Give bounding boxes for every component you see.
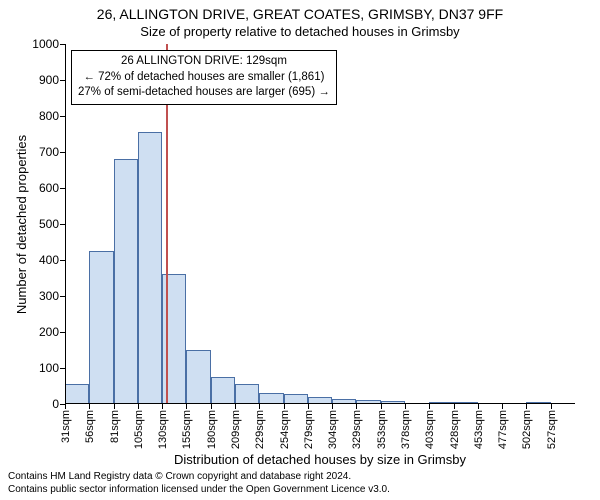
info-line-2: ← 72% of detached houses are smaller (1,… <box>78 70 330 86</box>
y-tick-label: 1000 <box>32 37 59 51</box>
plot-area: 0100200300400500600700800900100031sqm56s… <box>65 44 575 404</box>
x-tick-mark <box>405 404 406 409</box>
y-axis-title-text: Number of detached properties <box>15 134 30 313</box>
x-tick-label: 105sqm <box>133 410 145 449</box>
info-box: 26 ALLINGTON DRIVE: 129sqm ← 72% of deta… <box>71 50 337 105</box>
y-axis-line <box>65 44 66 404</box>
x-tick-mark <box>114 404 115 409</box>
x-tick-mark <box>89 404 90 409</box>
y-tick-label: 400 <box>39 253 59 267</box>
x-tick-mark <box>186 404 187 409</box>
x-tick-label: 56sqm <box>84 410 96 443</box>
x-tick-label: 378sqm <box>400 410 412 449</box>
x-tick-mark <box>478 404 479 409</box>
x-tick-mark <box>162 404 163 409</box>
x-tick-label: 304sqm <box>327 410 339 449</box>
x-tick-label: 279sqm <box>303 410 315 449</box>
x-tick-mark <box>308 404 309 409</box>
y-tick-label: 900 <box>39 73 59 87</box>
x-tick-mark <box>381 404 382 409</box>
x-tick-label: 180sqm <box>206 410 218 449</box>
x-tick-mark <box>65 404 66 409</box>
info-line-1: 26 ALLINGTON DRIVE: 129sqm <box>78 54 330 70</box>
footer-line-1: Contains HM Land Registry data © Crown c… <box>8 471 390 484</box>
x-tick-label: 477sqm <box>497 410 509 449</box>
x-tick-label: 502sqm <box>521 410 533 449</box>
x-tick-label: 155sqm <box>181 410 193 449</box>
chart-title-sub: Size of property relative to detached ho… <box>0 24 600 39</box>
histogram-bar <box>186 350 210 404</box>
histogram-bar <box>211 377 235 404</box>
x-tick-mark <box>235 404 236 409</box>
info-line-3: 27% of semi-detached houses are larger (… <box>78 85 330 101</box>
x-tick-label: 209sqm <box>230 410 242 449</box>
y-tick-label: 300 <box>39 289 59 303</box>
x-tick-mark <box>502 404 503 409</box>
x-tick-label: 453sqm <box>473 410 485 449</box>
x-tick-mark <box>259 404 260 409</box>
histogram-bar <box>235 384 259 404</box>
x-tick-mark <box>454 404 455 409</box>
x-tick-label: 229sqm <box>254 410 266 449</box>
x-tick-label: 527sqm <box>546 410 558 449</box>
x-tick-label: 31sqm <box>60 410 72 443</box>
x-tick-label: 254sqm <box>279 410 291 449</box>
x-tick-mark <box>551 404 552 409</box>
x-tick-mark <box>211 404 212 409</box>
footer-line-2: Contains public sector information licen… <box>8 484 390 497</box>
x-tick-label: 353sqm <box>376 410 388 449</box>
y-tick-label: 0 <box>52 397 59 411</box>
x-tick-mark <box>332 404 333 409</box>
y-tick-label: 800 <box>39 109 59 123</box>
x-axis-line <box>65 403 575 404</box>
footer: Contains HM Land Registry data © Crown c… <box>8 471 390 496</box>
x-tick-label: 403sqm <box>424 410 436 449</box>
x-tick-label: 329sqm <box>351 410 363 449</box>
x-tick-mark <box>429 404 430 409</box>
x-tick-mark <box>138 404 139 409</box>
x-axis-title: Distribution of detached houses by size … <box>65 452 575 467</box>
chart-title-main: 26, ALLINGTON DRIVE, GREAT COATES, GRIMS… <box>0 6 600 22</box>
x-tick-label: 81sqm <box>109 410 121 443</box>
y-tick-label: 200 <box>39 325 59 339</box>
histogram-bar <box>114 159 138 404</box>
y-axis-title: Number of detached properties <box>14 44 30 404</box>
x-tick-mark <box>356 404 357 409</box>
y-tick-label: 500 <box>39 217 59 231</box>
histogram-bar <box>65 384 89 404</box>
x-tick-label: 130sqm <box>157 410 169 449</box>
chart-container: 26, ALLINGTON DRIVE, GREAT COATES, GRIMS… <box>0 0 600 500</box>
y-tick-label: 100 <box>39 361 59 375</box>
y-tick-label: 700 <box>39 145 59 159</box>
histogram-bar <box>138 132 162 404</box>
x-tick-mark <box>526 404 527 409</box>
histogram-bar <box>89 251 113 404</box>
x-tick-label: 428sqm <box>449 410 461 449</box>
y-tick-label: 600 <box>39 181 59 195</box>
x-tick-mark <box>284 404 285 409</box>
